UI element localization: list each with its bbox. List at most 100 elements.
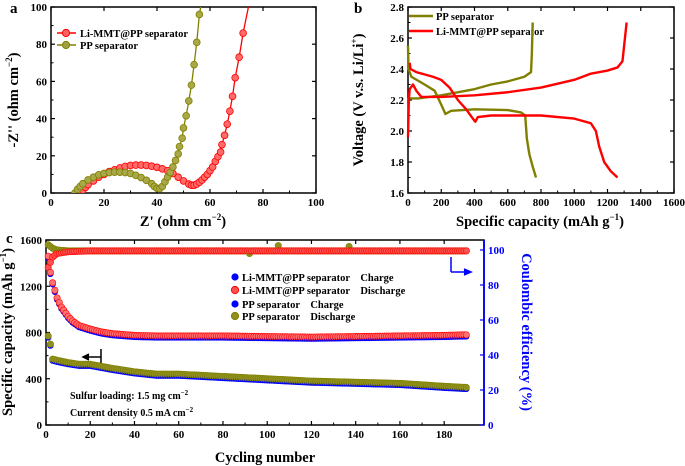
panel-c-x-tick-label: 80 — [217, 429, 229, 441]
panel-b-x-tick-label: 0 — [405, 197, 411, 209]
panel-c-x-tick-label: 20 — [85, 429, 97, 441]
panel-c-legend: Li-MMT@PP separator Charge Li-MMT@PP sep… — [230, 273, 406, 323]
panel-c-y2-tick-label: 100 — [488, 245, 505, 257]
li-mmt-discharge-point — [462, 331, 470, 339]
panel-label-b: b — [354, 1, 362, 17]
panel-a-xlabel: Z' (ohm cm−2) — [140, 212, 226, 230]
panel-c-ylabel: Specific capacity (mAh g−1) — [0, 248, 16, 416]
legend-label: Li-MMT@PP separator — [80, 29, 188, 40]
legend-label: PP separator Charge — [242, 300, 344, 311]
legend-label: PP separator — [436, 12, 494, 23]
panel-c-x-tick-label: 120 — [303, 429, 320, 441]
panel-a-data-point — [171, 156, 180, 165]
panel-a-data-point — [223, 120, 232, 128]
panel-a-x-tick-label: 60 — [205, 197, 217, 209]
panel-b-legend: PP separator Li-MMT@PP separator — [409, 12, 544, 38]
panel-b-curve-discharge — [406, 45, 538, 178]
li-mmt-discharge-point — [49, 279, 57, 287]
panel-a-data-point — [174, 150, 183, 158]
panel-b-x-tick-label: 200 — [433, 197, 450, 209]
panel-c-y2-tick-label: 80 — [488, 280, 500, 292]
panel-b-curve-discharge — [408, 62, 619, 179]
panel-b-ylabel: Voltage (V v.s. Li/Li+) — [349, 33, 367, 166]
panel-a-data-point — [218, 140, 226, 149]
panel-a-data-point — [185, 97, 193, 105]
legend-marker — [61, 40, 71, 50]
panel-a-data-point — [179, 124, 188, 132]
panel-a-data-point — [175, 142, 184, 151]
li-mmt-discharge-point — [46, 268, 54, 276]
panel-a-data-point — [79, 179, 87, 188]
panel-a-data-point — [190, 60, 198, 69]
panel-label-a: a — [10, 1, 18, 17]
pp-discharge-point — [46, 340, 54, 348]
panel-c-y-tick-label: 800 — [26, 328, 43, 340]
panel-c-x-tick-label: 140 — [347, 429, 364, 441]
panel-b-y-tick-label: 2.6 — [390, 33, 404, 45]
legend-label: PP separator — [80, 41, 138, 52]
panel-a-data-point — [178, 134, 186, 142]
panel-b-x-tick-label: 1200 — [597, 197, 620, 209]
li-mmt-discharge-point — [51, 286, 59, 294]
panel-a-data-point — [228, 92, 237, 101]
panel-b-y-tick-label: 2.2 — [390, 95, 404, 107]
arrow-right-axis — [450, 257, 473, 276]
legend-marker — [230, 311, 240, 321]
panel-b-xlabel: Specific capacity (mAh g−1) — [456, 212, 624, 230]
panel-a-data-point — [239, 29, 247, 37]
note-current-density: Current density 0.5 mA cm−2 — [70, 406, 194, 419]
panel-c-y-tick-label: 0 — [37, 420, 43, 432]
panel-a-data-point — [142, 176, 151, 185]
panel-a-y-tick-label: 60 — [36, 76, 48, 88]
panel-c-x-tick-label: 0 — [43, 429, 49, 441]
panel-b-curve-charge — [406, 22, 628, 138]
panel-a-y-tick-label: 0 — [42, 188, 48, 200]
panel-a-y-tick-label: 80 — [36, 39, 48, 51]
panel-c-y2label: Coulombic efficiency (%) — [518, 253, 534, 411]
panel-b-x-tick-label: 400 — [466, 197, 483, 209]
legend-label: Li-MMT@PP separator Discharge — [242, 286, 406, 297]
panel-b-x-tick-label: 800 — [533, 197, 550, 209]
panel-a-data-point — [231, 73, 239, 82]
legend-marker — [231, 273, 239, 281]
panel-a-y-tick-label: 20 — [36, 151, 48, 163]
legend-label: PP separator Discharge — [242, 312, 356, 323]
pp-discharge-point — [462, 383, 470, 391]
panel-c-y-tick-label: 400 — [26, 374, 43, 386]
li-mmt-efficiency-point — [462, 247, 470, 255]
panel-b-y-tick-label: 2.4 — [390, 64, 404, 76]
panel-a-data-point — [226, 107, 234, 115]
panel-c-y-tick-label: 1200 — [20, 281, 43, 293]
panel-a-x-tick-label: 80 — [258, 197, 270, 209]
panel-label-c: c — [6, 231, 13, 247]
panel-c-x-tick-label: 100 — [259, 429, 276, 441]
panel-a-data-point — [235, 53, 243, 62]
panel-c-markers — [44, 241, 470, 393]
legend-marker — [61, 28, 71, 38]
panel-a-data-point — [174, 173, 183, 181]
panel-c-y-tick-label: 1600 — [20, 235, 43, 247]
panel-a-x-tick-label: 20 — [99, 197, 111, 209]
panel-c-x-tick-label: 60 — [173, 429, 185, 441]
panel-b-y-tick-label: 1.6 — [390, 188, 404, 200]
panel-a-ylabel: -Z'' (ohm cm−2) — [4, 52, 22, 147]
panel-b-x-tick-label: 1000 — [563, 197, 586, 209]
panel-a-data-point — [192, 38, 201, 47]
panel-a-data-point — [220, 131, 229, 140]
panel-a-x-tick-label: 0 — [48, 197, 54, 209]
panel-c-x-tick-label: 160 — [392, 429, 409, 441]
panel-b-x-tick-label: 1600 — [663, 197, 685, 209]
panel-c-xlabel: Cycling number — [215, 450, 316, 466]
pp-discharge-point — [44, 332, 52, 340]
panel-a-data-point — [169, 163, 177, 171]
panel-a-data-point — [182, 112, 190, 120]
panel-a-x-tick-label: 100 — [308, 197, 325, 209]
panel-c-x-tick-label: 180 — [436, 429, 453, 441]
legend-marker — [230, 285, 240, 295]
panel-a-data-point — [216, 148, 225, 156]
panel-a-legend: Li-MMT@PP separator PP separator — [57, 28, 188, 52]
panel-b-y-tick-label: 2.0 — [390, 126, 404, 138]
panel-a-x-tick-label: 40 — [152, 197, 164, 209]
panel-c-y2-tick-label: 20 — [488, 385, 500, 397]
